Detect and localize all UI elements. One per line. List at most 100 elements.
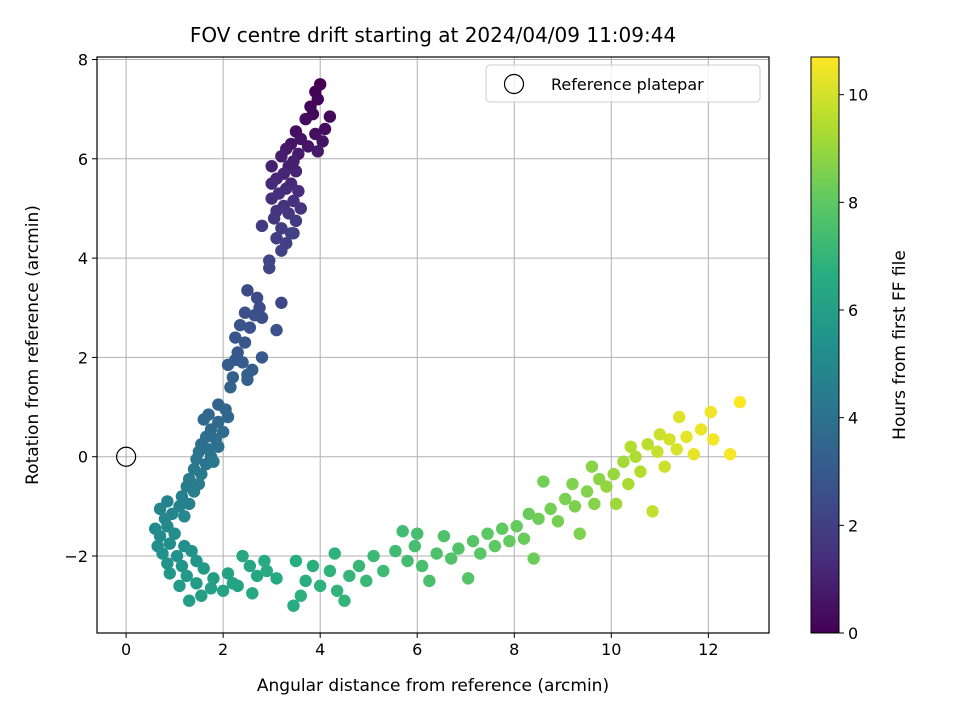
data-points — [149, 78, 747, 612]
data-point — [292, 184, 305, 198]
data-point — [527, 552, 540, 565]
data-point — [258, 554, 271, 568]
data-point — [338, 594, 351, 607]
data-point — [311, 145, 324, 158]
data-point — [488, 539, 502, 553]
data-point — [243, 321, 257, 334]
data-point — [216, 584, 230, 597]
data-point — [474, 547, 487, 560]
data-point — [328, 547, 341, 560]
legend-entry-reference: Reference platepar — [551, 75, 704, 94]
data-point — [289, 554, 303, 568]
data-point — [168, 527, 181, 540]
data-point — [306, 559, 320, 573]
data-point — [680, 430, 693, 444]
data-point — [360, 574, 373, 588]
data-point — [175, 559, 189, 573]
data-point — [299, 574, 312, 588]
y-tick-label: −2 — [64, 547, 88, 566]
data-point — [673, 410, 686, 424]
data-point — [163, 567, 176, 580]
y-tick-label: 2 — [78, 348, 88, 367]
data-point — [670, 443, 684, 456]
x-tick-label: 0 — [121, 640, 131, 659]
data-point — [163, 537, 176, 550]
reference-marker-group — [116, 446, 137, 467]
data-point — [153, 502, 167, 516]
data-point — [316, 135, 329, 148]
data-point — [265, 160, 278, 173]
data-point — [187, 485, 201, 498]
y-axis-ticks: −2 0 2 4 6 8 — [64, 50, 97, 566]
data-point — [226, 577, 240, 590]
data-point — [580, 485, 594, 498]
y-tick-label: 8 — [78, 50, 88, 69]
data-point — [423, 574, 436, 588]
data-point — [503, 534, 516, 548]
data-point — [265, 192, 278, 205]
data-point — [270, 572, 283, 585]
data-point — [367, 549, 380, 563]
data-point — [723, 448, 737, 461]
x-tick-label: 6 — [412, 640, 422, 659]
data-point — [241, 373, 254, 386]
data-point — [522, 507, 536, 521]
data-point — [607, 467, 620, 481]
data-point — [566, 477, 579, 491]
data-point — [182, 497, 196, 511]
reference-platepar-marker — [116, 446, 137, 467]
data-point — [263, 261, 276, 275]
colorbar-tick-label: 8 — [848, 193, 858, 212]
data-point — [517, 532, 531, 545]
data-point — [624, 440, 637, 453]
data-point — [481, 527, 494, 540]
chart-title: FOV centre drift starting at 2024/04/09 … — [190, 23, 676, 47]
data-point — [704, 405, 717, 419]
data-point — [238, 336, 252, 349]
colorbar: 0 2 4 6 8 10 Hours from first FF file — [810, 56, 910, 643]
y-tick-label: 0 — [78, 448, 88, 467]
colorbar-tick-label: 10 — [848, 86, 868, 105]
data-point — [495, 522, 509, 535]
colorbar-ticks: 0 2 4 6 8 10 — [839, 86, 868, 643]
data-point — [444, 552, 458, 565]
data-point — [411, 527, 424, 540]
y-tick-label: 4 — [78, 249, 88, 268]
x-tick-label: 4 — [315, 640, 325, 659]
data-point — [551, 515, 565, 528]
data-point — [153, 529, 167, 543]
data-point — [185, 544, 198, 558]
data-point — [267, 212, 281, 225]
data-point — [634, 465, 647, 478]
data-point — [733, 395, 747, 409]
data-point — [190, 577, 203, 590]
data-point — [396, 525, 409, 538]
data-point — [299, 112, 312, 126]
data-point — [318, 122, 332, 136]
x-tick-label: 12 — [698, 640, 718, 659]
data-point — [221, 358, 235, 372]
data-point — [544, 502, 557, 516]
data-point — [212, 440, 225, 453]
data-point — [221, 410, 235, 424]
data-point — [452, 542, 465, 555]
y-tick-label: 6 — [78, 150, 88, 169]
y-axis-label: Rotation from reference (arcmin) — [23, 205, 43, 485]
data-point — [224, 381, 237, 394]
data-point — [301, 140, 315, 153]
x-axis-ticks: 0 2 4 6 8 10 12 — [121, 633, 719, 659]
data-point — [294, 589, 307, 602]
data-point — [233, 318, 247, 332]
data-point — [532, 512, 545, 525]
data-point — [221, 567, 235, 580]
data-point — [313, 579, 327, 593]
data-point — [250, 569, 264, 583]
data-point — [461, 572, 475, 585]
data-point — [236, 549, 249, 563]
colorbar-label: Hours from first FF file — [890, 250, 910, 440]
data-point — [408, 539, 422, 553]
data-point — [156, 547, 169, 560]
legend-marker-circle — [503, 73, 525, 95]
data-point — [510, 520, 523, 533]
